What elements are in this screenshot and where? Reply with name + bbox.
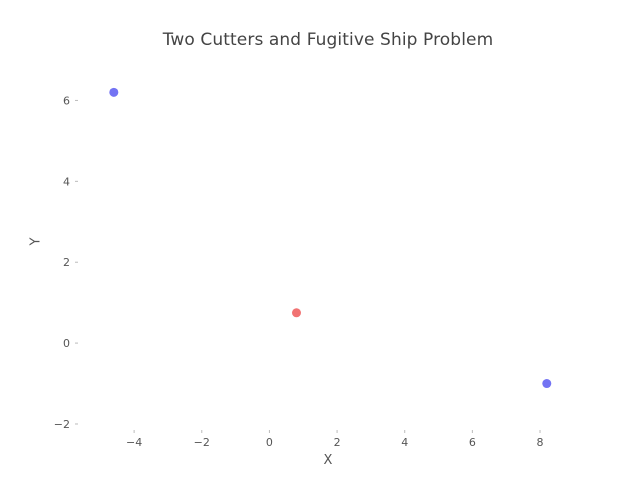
data-point [542,379,552,389]
y-tick-label: −2 [54,418,70,431]
x-axis-label: X [323,453,333,468]
x-tick-label: 2 [334,436,341,449]
x-tick-label: 0 [266,436,273,449]
y-tick-label: 4 [63,175,70,188]
y-tick-label: 6 [63,94,70,107]
x-tick-label: 6 [469,436,476,449]
x-tick-label: 4 [401,436,408,449]
x-tick-label: −4 [126,436,142,449]
data-point [109,87,119,97]
y-axis-label: Y [28,237,44,246]
x-tick-label: 8 [537,436,544,449]
y-tick-label: 2 [63,256,70,269]
data-points [109,87,552,389]
data-point [291,308,301,318]
x-tick-label: −2 [194,436,210,449]
y-tick-label: 0 [63,337,70,350]
chart-title: Two Cutters and Fugitive Ship Problem [162,30,494,50]
x-axis-ticks: −4 −2 0 2 4 6 8 [126,430,544,449]
y-axis-ticks: −2 0 2 4 6 [54,94,78,431]
